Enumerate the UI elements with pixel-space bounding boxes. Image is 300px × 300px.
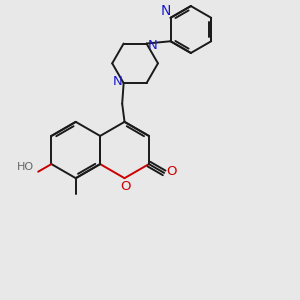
Text: N: N [112, 75, 122, 88]
Text: N: N [148, 38, 158, 52]
Text: N: N [161, 4, 171, 18]
Text: HO: HO [16, 162, 34, 172]
Text: O: O [166, 165, 177, 178]
Text: O: O [121, 180, 131, 193]
